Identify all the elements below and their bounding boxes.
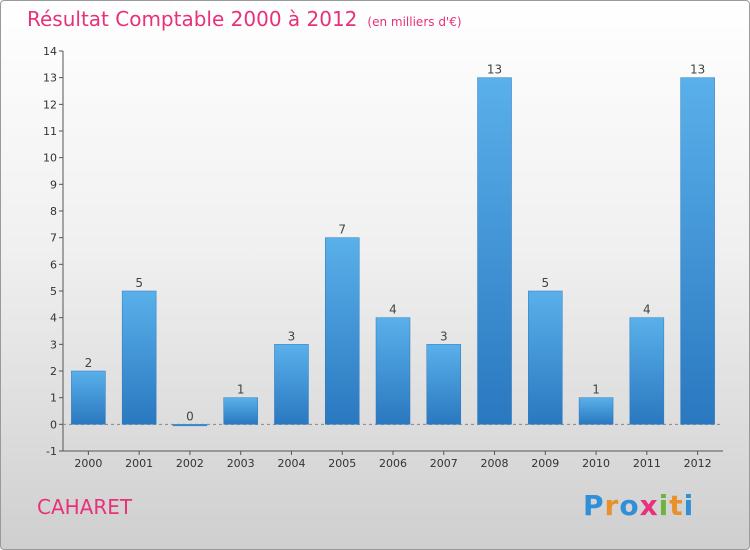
y-tick-label: 13: [43, 72, 57, 85]
bar-value-label: 1: [237, 383, 245, 397]
x-tick-label: 2002: [176, 457, 204, 470]
bar: [172, 424, 208, 427]
y-tick-label: 3: [50, 338, 57, 351]
x-tick-label: 2003: [227, 457, 255, 470]
logo-letter: o: [619, 489, 640, 522]
logo-letter: r: [604, 489, 620, 522]
logo-letter: t: [669, 489, 684, 522]
chart-subtitle: (en milliers d'€): [367, 15, 462, 29]
bar: [71, 370, 106, 425]
bar: [629, 317, 665, 425]
bar-value-label: 13: [690, 63, 705, 77]
y-tick-label: 0: [50, 418, 57, 431]
logo-letter: i: [683, 489, 695, 522]
x-tick-label: 2009: [531, 457, 559, 470]
bar: [121, 290, 157, 425]
bar: [375, 317, 411, 425]
bar-value-label: 7: [338, 223, 346, 237]
y-tick-label: 2: [50, 365, 57, 378]
logo-letter: x: [639, 489, 659, 522]
bar-value-label: 0: [186, 409, 194, 423]
bar: [274, 344, 309, 425]
logo-letter: i: [658, 489, 670, 522]
y-tick-label: 9: [50, 178, 57, 191]
x-tick-label: 2011: [633, 457, 661, 470]
x-tick-label: 2004: [277, 457, 305, 470]
y-tick-label: 11: [43, 125, 57, 138]
bar-value-label: 5: [135, 276, 143, 290]
town-name: CAHARET: [37, 495, 133, 519]
x-tick-label: 2012: [684, 457, 712, 470]
bar-value-label: 5: [541, 276, 549, 290]
y-tick-label: 8: [50, 205, 57, 218]
bar-value-label: 13: [487, 63, 502, 77]
bar: [426, 344, 462, 425]
y-tick-label: 14: [43, 45, 57, 58]
y-tick-label: -1: [46, 445, 57, 458]
y-tick-label: 10: [43, 152, 57, 165]
bar: [477, 77, 512, 425]
bar-value-label: 1: [592, 383, 600, 397]
y-tick-label: 6: [50, 258, 57, 271]
x-tick-label: 2010: [582, 457, 610, 470]
bar-value-label: 4: [643, 303, 651, 317]
x-tick-label: 2006: [379, 457, 407, 470]
bar: [223, 397, 258, 425]
x-tick-label: 2000: [74, 457, 102, 470]
x-tick-label: 2001: [125, 457, 153, 470]
y-tick-label: 5: [50, 285, 57, 298]
y-tick-label: 7: [50, 232, 57, 245]
bar-value-label: 2: [85, 356, 93, 370]
chart-title-text: Résultat Comptable 2000 à 2012: [27, 7, 358, 31]
x-tick-label: 2007: [430, 457, 458, 470]
logo-letter: P: [583, 489, 605, 522]
x-tick-label: 2005: [328, 457, 356, 470]
chart-title: Résultat Comptable 2000 à 2012 (en millie…: [27, 7, 462, 31]
x-tick-label: 2008: [481, 457, 509, 470]
bar-value-label: 3: [440, 329, 448, 343]
bar: [578, 397, 614, 425]
bar: [324, 237, 360, 425]
y-tick-label: 1: [50, 392, 57, 405]
bar: [680, 77, 715, 425]
bar-value-label: 4: [389, 303, 397, 317]
y-tick-label: 4: [50, 312, 57, 325]
proxiti-logo: Proxiti: [583, 489, 694, 522]
bar-value-label: 3: [288, 329, 296, 343]
bar: [528, 290, 563, 425]
y-tick-label: 12: [43, 98, 57, 111]
